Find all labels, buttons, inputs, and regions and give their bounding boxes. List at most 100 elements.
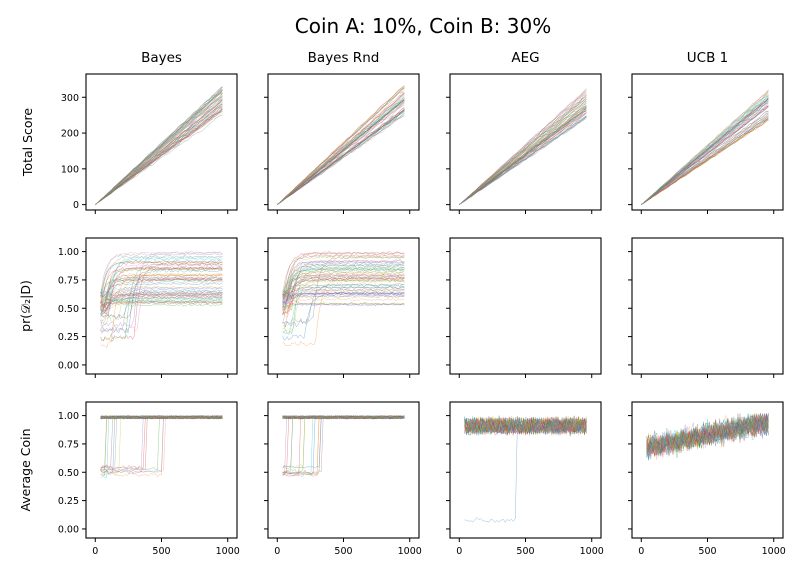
run-line	[100, 254, 223, 310]
run-line	[282, 251, 405, 312]
run-line	[100, 415, 223, 471]
run-line	[646, 415, 769, 452]
run-line	[282, 273, 405, 311]
run-line	[464, 418, 587, 435]
run-line	[282, 277, 405, 311]
y-tick-label: 300	[61, 93, 79, 104]
run-line	[100, 278, 223, 324]
run-line	[282, 291, 405, 301]
run-line	[282, 415, 405, 477]
run-line	[100, 300, 223, 315]
run-line	[282, 253, 405, 300]
run-line	[282, 265, 405, 302]
run-line	[100, 415, 223, 471]
run-line	[100, 275, 223, 303]
x-tick-label: 500	[698, 546, 716, 557]
run-line	[100, 415, 223, 473]
run-line	[282, 251, 405, 305]
run-line	[282, 258, 405, 315]
y-tick-label: 0.75	[58, 439, 79, 450]
x-tick-label: 500	[152, 546, 170, 557]
run-line	[464, 416, 587, 435]
run-line	[282, 255, 405, 299]
run-line	[277, 108, 405, 205]
y-tick-label: 200	[61, 129, 79, 140]
run-line	[100, 265, 223, 317]
run-line	[282, 270, 405, 312]
run-line	[100, 268, 223, 313]
axes-frame	[631, 73, 784, 211]
axes-frame	[449, 73, 602, 211]
run-line	[641, 91, 769, 205]
panel-2-2: 0 500 1000	[446, 401, 604, 557]
x-tick-label: 500	[334, 546, 352, 557]
run-line	[100, 294, 223, 311]
run-line	[282, 267, 405, 296]
run-line	[646, 414, 769, 454]
run-line	[100, 296, 223, 304]
series-lines	[100, 415, 223, 479]
y-tick-label: 1.00	[58, 411, 79, 422]
run-line	[282, 287, 405, 297]
run-line	[95, 90, 223, 205]
run-line	[282, 271, 405, 324]
run-line	[282, 285, 405, 306]
run-line	[282, 263, 405, 308]
x-tick-label: 1000	[216, 546, 240, 557]
run-line	[282, 415, 405, 473]
run-line	[282, 415, 405, 469]
run-line	[282, 275, 405, 298]
run-line	[100, 415, 223, 420]
run-line	[100, 280, 223, 305]
y-tick-label: 1.00	[58, 247, 79, 258]
run-line	[100, 296, 223, 313]
run-line	[646, 417, 769, 454]
run-line	[282, 415, 405, 476]
run-line	[282, 283, 405, 296]
x-tick-label: 0	[274, 546, 280, 557]
run-line	[282, 275, 405, 291]
run-line	[100, 294, 223, 308]
run-line	[464, 417, 587, 436]
y-tick-label: 0.00	[58, 524, 79, 535]
run-line	[459, 108, 587, 205]
panel-2-0: 0 500 1000 0.00 0.25 0.50 0.75 1.00	[58, 401, 240, 557]
run-line	[464, 416, 587, 435]
run-line	[277, 88, 405, 205]
run-line	[641, 120, 769, 205]
run-line	[100, 292, 223, 305]
run-line	[100, 288, 223, 308]
run-line	[100, 289, 223, 305]
run-line	[641, 105, 769, 205]
series-lines	[464, 415, 587, 523]
run-line	[100, 290, 223, 311]
y-tick-label: 0.00	[58, 360, 79, 371]
run-line	[100, 266, 223, 310]
run-line	[282, 260, 405, 308]
run-line	[282, 299, 405, 307]
run-line	[282, 415, 405, 475]
axes-frame	[631, 237, 784, 375]
series-lines	[282, 415, 405, 478]
column-title-2: AEG	[511, 50, 539, 66]
panel-0-1	[264, 73, 420, 214]
run-line	[282, 293, 405, 304]
run-line	[282, 302, 405, 313]
run-line	[646, 416, 769, 452]
run-line	[282, 254, 405, 295]
run-line	[95, 109, 223, 205]
panel-1-0: 0.00 0.25 0.50 0.75 1.00	[58, 237, 238, 378]
run-line	[459, 100, 587, 205]
run-line	[282, 268, 405, 297]
x-tick-label: 1000	[762, 546, 786, 557]
run-line	[100, 415, 223, 469]
panel-2-3: 0 500 1000	[628, 401, 786, 557]
x-tick-label: 0	[92, 546, 98, 557]
run-line	[277, 85, 405, 205]
run-line	[459, 92, 587, 205]
run-line	[464, 417, 587, 436]
figure-title: Coin A: 10%, Coin B: 30%	[295, 14, 551, 38]
run-line	[282, 280, 405, 311]
run-line	[277, 115, 405, 205]
